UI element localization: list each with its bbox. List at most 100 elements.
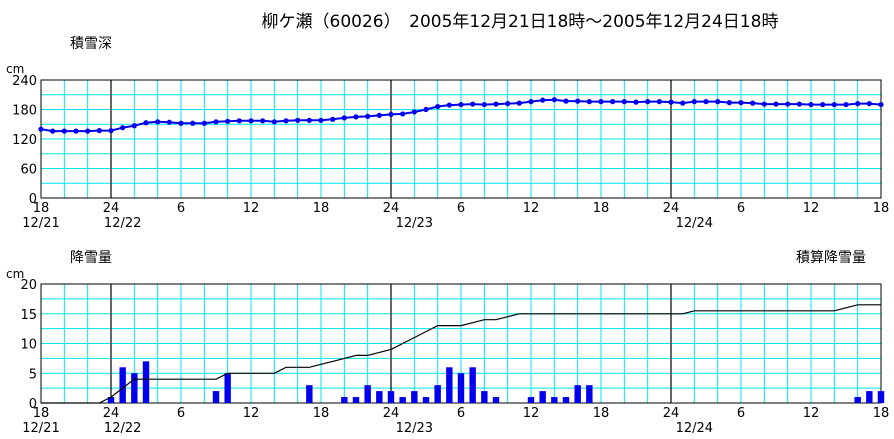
- snow-depth-point: [178, 120, 184, 126]
- snow-depth-point: [306, 117, 312, 123]
- x-tick-label: 18: [873, 406, 890, 421]
- snow-depth-point: [190, 120, 196, 126]
- y-tick-label: 20: [20, 278, 37, 293]
- snowfall-bar: [446, 367, 453, 403]
- snowfall-unit: cm: [6, 267, 24, 281]
- y-tick-label: 60: [20, 163, 37, 178]
- snow-depth-point: [551, 97, 557, 103]
- snowfall-bar: [131, 373, 138, 403]
- snow-depth-point: [143, 120, 149, 126]
- snow-depth-point: [820, 101, 826, 108]
- x-tick-label: 18: [313, 201, 330, 216]
- snow-depth-point: [715, 99, 721, 105]
- cumulative-snowfall-line: [41, 304, 881, 404]
- x-tick-label: 12: [803, 406, 820, 421]
- chart-title: 柳ケ瀬（60026） 2005年12月21日18時～2005年12月24日18時: [262, 12, 779, 32]
- snow-depth-point: [831, 101, 837, 108]
- snow-depth-point: [38, 126, 44, 132]
- snow-depth-point: [423, 106, 429, 113]
- snowfall-bar: [142, 361, 150, 403]
- snow-depth-point: [166, 119, 172, 125]
- y-tick-label: 120: [12, 133, 37, 148]
- snow-depth-point: [73, 128, 79, 134]
- snow-depth-point: [236, 118, 242, 124]
- snow-depth-point: [505, 101, 511, 107]
- x-tick-label: 6: [177, 406, 185, 421]
- x-tick-label: 24: [383, 201, 400, 216]
- x-tick-label: 24: [663, 201, 680, 216]
- snow-depth-point: [470, 101, 476, 107]
- snow-depth-point: [621, 99, 627, 105]
- snowfall-bar: [854, 397, 861, 403]
- snowfall-bar: [352, 397, 360, 403]
- snowfall-bar: [551, 397, 558, 403]
- x-tick-label: 24: [383, 406, 400, 421]
- snow-depth-point: [446, 102, 452, 108]
- snowfall-bar: [562, 397, 570, 403]
- snow-depth-point: [213, 119, 219, 125]
- snow-depth-point: [516, 100, 522, 106]
- snowfall-bar: [877, 391, 885, 403]
- snowfall-bar: [107, 397, 115, 403]
- x-tick-label: 6: [457, 201, 465, 216]
- snow-depth-point: [458, 101, 464, 108]
- snowfall-chart: 降雪量 cm 積算降雪量 0 5 10 15 20 18 24 6 12 18 24 6 12 18 24 6…: [6, 250, 889, 436]
- snowfall-bar: [481, 391, 488, 403]
- x-date-label: 12/21: [22, 421, 59, 436]
- y-tick-label: 5: [29, 367, 37, 382]
- x-tick-label: 18: [33, 406, 50, 421]
- snow-depth-point: [400, 111, 406, 117]
- x-tick-label: 12: [523, 406, 540, 421]
- x-tick-label: 12: [243, 201, 260, 216]
- snow-depth-point: [248, 118, 254, 124]
- snow-depth-point: [761, 101, 767, 107]
- snow-depth-point: [295, 117, 301, 123]
- snow-depth-point: [750, 100, 756, 106]
- x-tick-label: 6: [737, 201, 745, 216]
- snow-depth-point: [691, 99, 697, 105]
- y-tick-label: 0: [29, 192, 37, 207]
- snow-depth-point: [668, 99, 674, 105]
- snow-depth-point: [575, 98, 581, 104]
- snow-depth-point: [493, 101, 499, 107]
- snow-depth-point: [260, 118, 266, 124]
- snow-depth-point: [388, 111, 394, 118]
- x-tick-label: 18: [313, 406, 330, 421]
- snow-depth-chart: 積雪深 cm 0 60 120 180 240 18 24 6 12 18 24 6 12 18 24 6 12…: [6, 36, 889, 231]
- snowfall-bar: [306, 385, 313, 403]
- snow-depth-unit: cm: [6, 62, 24, 76]
- snow-depth-point: [796, 101, 802, 107]
- snow-depth-point: [85, 128, 91, 134]
- x-date-label: 12/21: [22, 216, 59, 231]
- x-tick-label: 18: [593, 201, 610, 216]
- snowfall-bar: [457, 373, 465, 403]
- snowfall-bar: [527, 397, 535, 403]
- snow-depth-point: [481, 101, 487, 108]
- snowfall-title: 降雪量: [70, 250, 112, 266]
- x-tick-label: 24: [103, 406, 120, 421]
- x-tick-label: 12: [803, 201, 820, 216]
- snow-depth-point: [645, 99, 651, 105]
- snowfall-bar: [492, 397, 500, 403]
- snow-depth-point: [201, 120, 207, 126]
- snow-depth-point: [341, 115, 347, 121]
- snow-depth-point: [131, 123, 137, 129]
- snow-depth-point: [866, 101, 872, 107]
- snowfall-bar: [341, 397, 348, 403]
- snow-depth-point: [61, 128, 67, 134]
- snow-depth-point: [365, 113, 371, 119]
- snow-depth-point: [528, 99, 534, 105]
- snow-depth-point: [586, 99, 592, 105]
- snow-depth-point: [225, 118, 231, 124]
- snow-depth-point: [785, 101, 791, 107]
- x-date-label: 12/22: [104, 216, 141, 231]
- snowfall-bar: [866, 391, 873, 403]
- snow-depth-point: [633, 99, 639, 105]
- x-date-label: 12/23: [396, 421, 433, 436]
- snowfall-bar: [422, 397, 430, 403]
- snow-depth-point: [808, 101, 814, 108]
- x-tick-label: 12: [243, 406, 260, 421]
- x-tick-label: 24: [663, 406, 680, 421]
- snowfall-bar: [212, 391, 220, 403]
- snowfall-bar: [469, 367, 476, 403]
